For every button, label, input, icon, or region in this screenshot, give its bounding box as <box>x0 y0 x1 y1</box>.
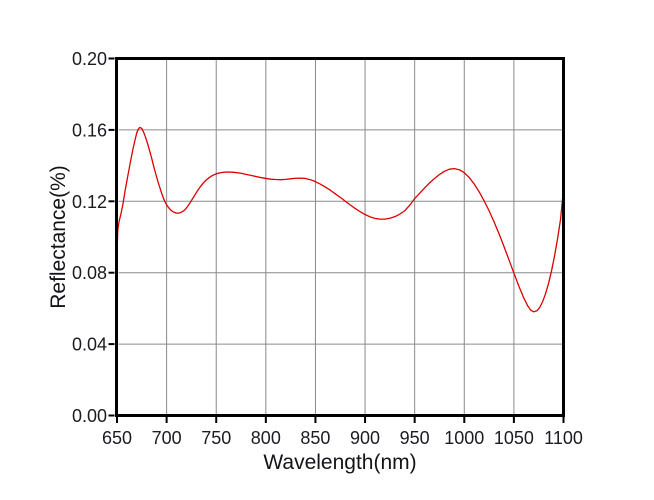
x-tick-label: 1000 <box>444 428 484 448</box>
gridlines <box>118 60 562 414</box>
y-axis-title: Reflectance(%) <box>47 165 70 309</box>
plot-border <box>115 57 565 417</box>
x-tick-label: 950 <box>400 428 430 448</box>
x-tick-label: 1050 <box>494 428 534 448</box>
x-tick-label: 750 <box>201 428 231 448</box>
reflectance-curve <box>116 126 565 313</box>
x-tick-label: 700 <box>152 428 182 448</box>
data-series-group <box>116 126 565 313</box>
y-tick-label: 0.16 <box>72 120 107 140</box>
x-tick-label: 850 <box>300 428 330 448</box>
x-tick-label: 800 <box>251 428 281 448</box>
y-tick-label: 0.00 <box>72 406 107 426</box>
y-tick-label: 0.04 <box>72 335 107 355</box>
y-tick-label: 0.08 <box>72 263 107 283</box>
x-tick-label: 900 <box>350 428 380 448</box>
x-axis-title: Wavelength(nm) <box>263 451 416 474</box>
axis-ticks <box>108 57 565 423</box>
y-tick-label: 0.20 <box>72 49 107 69</box>
y-tick-label: 0.12 <box>72 192 107 212</box>
axis-tick-labels: 650 700 750 800 850 900 950 1000 1050 1100 0.00 0.0… <box>72 49 583 448</box>
x-tick-label: 1100 <box>544 428 583 448</box>
x-tick-label: 650 <box>102 428 132 448</box>
